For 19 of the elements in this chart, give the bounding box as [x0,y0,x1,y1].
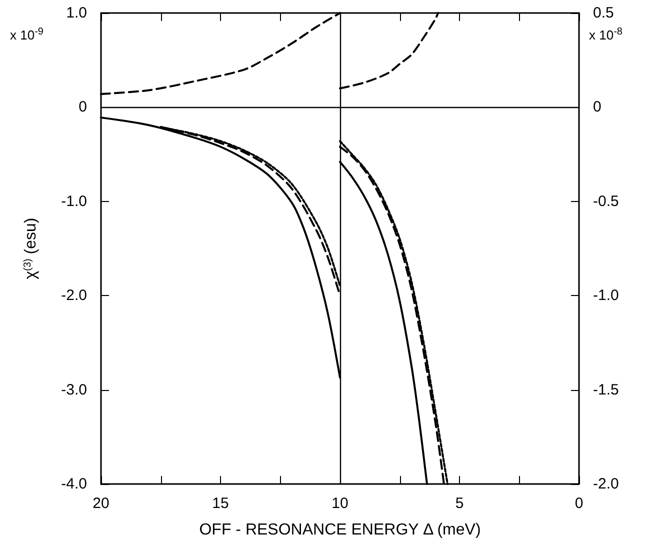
y-tick-label: -3.0 [61,381,87,398]
y2-tick-label: 0.5 [593,4,614,22]
y2-tick-label: 0 [593,98,602,116]
x-tick-label: 5 [455,495,464,512]
y-tick-label: -2.0 [61,287,87,304]
x-axis-title: OFF - RESONANCE ENERGY Δ (meV) [199,522,481,538]
y-tick-label: -4.0 [61,476,87,492]
x-tick-label: 15 [212,495,229,512]
x-tick-label: 0 [574,495,584,512]
y2-tick-label: -1.0 [593,287,619,304]
y-tick-label: 0 [78,98,87,116]
y2-tick-label: -2.0 [593,476,619,492]
y2-tick-label: -1.5 [593,381,619,398]
y-axis-title: χ(3) (esu) [22,218,40,280]
x-tick-label: 10 [332,495,348,512]
y-tick-label: 1.0 [66,4,87,22]
y2-tick-label: -0.5 [593,192,619,210]
x-tick-label: 20 [92,495,110,512]
y-tick-label: -1.0 [61,192,87,210]
